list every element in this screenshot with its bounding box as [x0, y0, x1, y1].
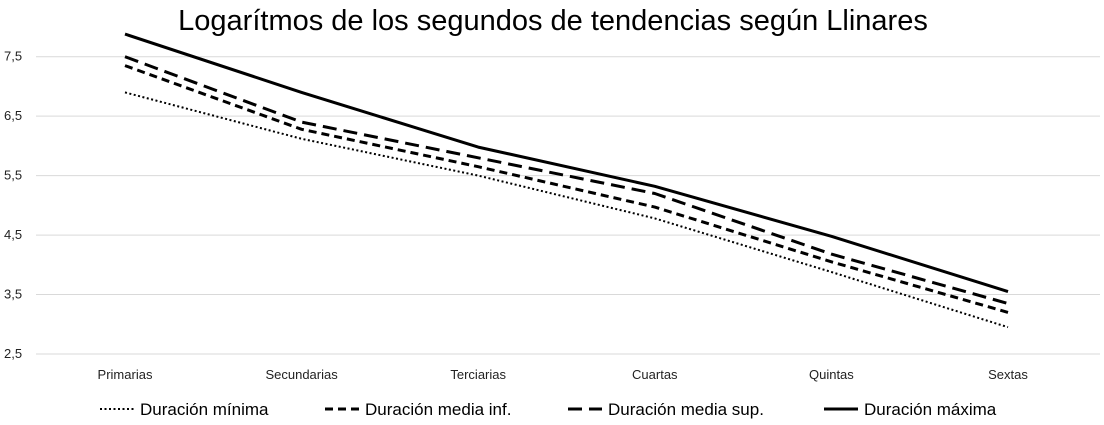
y-tick-label: 6,5: [4, 108, 22, 123]
x-tick-label: Secundarias: [265, 367, 338, 382]
legend-label: Duración mínima: [140, 400, 269, 419]
y-tick-label: 5,5: [4, 168, 22, 183]
x-tick-label: Terciarias: [450, 367, 506, 382]
x-tick-label: Cuartas: [632, 367, 678, 382]
series-line: [124, 91, 1009, 329]
y-tick-label: 3,5: [4, 287, 22, 302]
series-line: [124, 64, 1009, 314]
gridlines: [36, 56, 1100, 355]
y-axis-ticks: 2,5 3,5 4,5 5,5 6,5 7,5: [4, 49, 22, 361]
legend-label: Duración media inf.: [365, 400, 511, 419]
y-tick-label: 2,5: [4, 346, 22, 361]
x-tick-label: Quintas: [809, 367, 854, 382]
series-lines: [124, 32, 1009, 329]
series-line: [124, 55, 1009, 305]
chart-title: Logarítmos de los segundos de tendencias…: [178, 5, 928, 37]
series-line: [124, 32, 1009, 294]
legend: Duración mínima Duración media inf. Duraci…: [100, 400, 997, 419]
y-tick-label: 7,5: [4, 49, 22, 64]
y-tick-label: 4,5: [4, 227, 22, 242]
legend-label: Duración media sup.: [608, 400, 764, 419]
x-axis-ticks: Primarias Secundarias Terciarias Cuartas Qui…: [98, 367, 1029, 382]
x-tick-label: Sextas: [988, 367, 1028, 382]
legend-label: Duración máxima: [864, 400, 997, 419]
x-tick-label: Primarias: [98, 367, 153, 382]
